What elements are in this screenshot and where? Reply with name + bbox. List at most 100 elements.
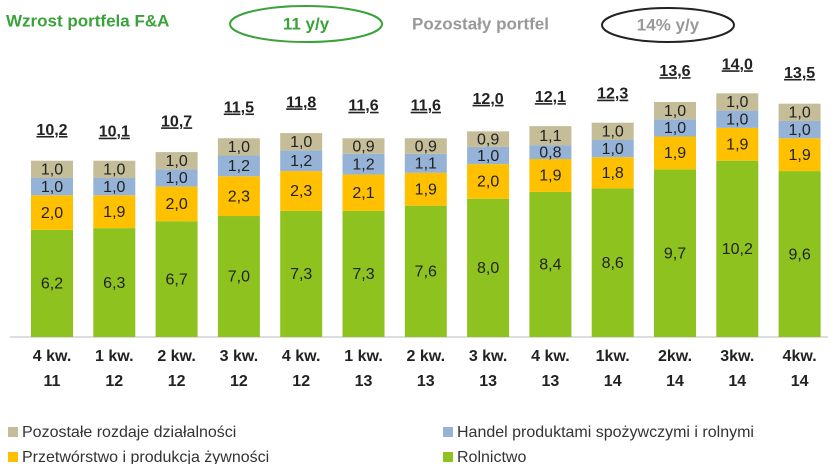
x-tick-label: 2 kw.: [157, 348, 196, 365]
bar-segment: [404, 138, 447, 154]
segment-label: 1,0: [602, 124, 624, 141]
bar-segment: [654, 136, 696, 170]
bar-segment: [342, 153, 385, 175]
bar-segment: [31, 178, 73, 196]
x-tick-label: 4 kw.: [33, 348, 72, 365]
bar-segment: [217, 155, 260, 177]
segment-label: 8,4: [539, 257, 561, 274]
bar-segment: [654, 101, 696, 120]
segment-label: 1,0: [726, 94, 748, 111]
left-badge: 11 y/y: [283, 14, 330, 33]
segment-label: 2,3: [290, 183, 312, 200]
legend-label: Przetwórstwo i produkcja żywności: [22, 449, 269, 464]
total-label: 12,0: [473, 91, 504, 108]
bar-segment: [716, 110, 759, 128]
x-tick-label: 1kw.: [596, 348, 630, 365]
bar-segment: [778, 138, 821, 172]
segment-label: 2,0: [165, 196, 187, 213]
bar-segment: [716, 160, 759, 337]
segment-label: 2,0: [477, 174, 499, 191]
legend-swatch: [443, 452, 453, 462]
x-tick-label: 12: [105, 373, 123, 390]
bar-segment: [467, 164, 510, 199]
segment-label: 9,6: [788, 246, 810, 263]
x-tick-label: 4kw.: [783, 348, 817, 365]
bar-segment: [467, 146, 510, 165]
legend-swatch: [8, 452, 18, 462]
segment-label: 1,2: [352, 156, 374, 173]
bar-segment: [591, 188, 634, 337]
legend-swatch: [8, 427, 18, 437]
x-tick-label: 3 kw.: [469, 348, 508, 365]
segment-label: 0,9: [415, 138, 437, 155]
segment-label: 1,9: [788, 147, 810, 164]
bar-segment: [342, 138, 385, 154]
segment-label: 1,9: [415, 181, 437, 198]
bar-segment: [654, 119, 696, 137]
segment-label: 7,3: [290, 266, 312, 283]
total-label: 11,6: [411, 98, 441, 115]
x-tick-label: 12: [168, 373, 186, 390]
segment-label: 1,9: [103, 204, 125, 221]
bar-segment: [591, 122, 634, 140]
segment-label: 1,8: [602, 165, 624, 182]
bar-segment: [155, 186, 198, 222]
bar-segment: [716, 127, 759, 161]
segment-label: 1,0: [41, 162, 63, 179]
bar-segment: [404, 153, 447, 173]
x-tick-label: 14: [728, 373, 746, 390]
x-tick-label: 4 kw.: [282, 348, 321, 365]
segment-label: 2,1: [352, 185, 374, 202]
segment-label: 0,9: [477, 131, 499, 148]
segment-label: 1,0: [290, 134, 312, 151]
segment-label: 1,9: [539, 168, 561, 185]
segment-label: 6,3: [103, 275, 125, 292]
bar-segment: [467, 198, 510, 337]
total-label: 10,1: [99, 124, 130, 141]
bar-segment: [778, 171, 821, 337]
segment-label: 0,8: [539, 144, 561, 161]
bar-segment: [217, 216, 260, 337]
legend-swatch: [443, 427, 453, 437]
total-label: 10,2: [36, 122, 67, 139]
segment-label: 1,2: [290, 153, 312, 170]
x-tick-label: 13: [542, 373, 560, 390]
bar-segment: [31, 229, 73, 337]
right-title: Pozostały portfel: [412, 14, 549, 33]
x-tick-label: 1 kw.: [95, 348, 134, 365]
bar-segment: [778, 103, 821, 121]
bar-segment: [529, 126, 572, 146]
x-tick-label: 14: [791, 373, 809, 390]
total-label: 11,6: [348, 98, 378, 115]
segment-label: 1,9: [664, 145, 686, 162]
x-tick-label: 11: [44, 373, 61, 390]
total-label: 12,1: [535, 89, 566, 106]
segment-label: 7,3: [352, 266, 374, 283]
segment-label: 9,7: [664, 245, 686, 262]
segment-label: 1,0: [788, 105, 810, 122]
segment-label: 1,0: [41, 179, 63, 196]
x-tick-label: 12: [230, 373, 248, 390]
bar-segment: [529, 158, 572, 192]
bar-segment: [467, 131, 510, 147]
x-tick-label: 3kw.: [720, 348, 754, 365]
segment-label: 1,1: [539, 128, 561, 145]
bar-segment: [93, 228, 136, 337]
x-tick-label: 13: [479, 373, 497, 390]
x-tick-label: 13: [417, 373, 435, 390]
left-title: Wzrost portfela F&A: [6, 11, 169, 30]
x-tick-label: 14: [666, 373, 684, 390]
segment-label: 7,0: [228, 269, 250, 286]
bar-segment: [31, 160, 73, 179]
bar-segment: [93, 160, 136, 179]
x-tick-label: 2 kw.: [407, 348, 446, 365]
segment-label: 1,0: [103, 162, 125, 179]
bar-segment: [529, 191, 572, 337]
right-badge: 14% y/y: [637, 15, 700, 34]
x-tick-label: 13: [355, 373, 373, 390]
bar-segment: [654, 169, 696, 337]
bar-segment: [280, 210, 323, 337]
segment-label: 1,0: [788, 122, 810, 139]
bar-segment: [591, 157, 634, 189]
segment-label: 6,2: [41, 276, 63, 293]
